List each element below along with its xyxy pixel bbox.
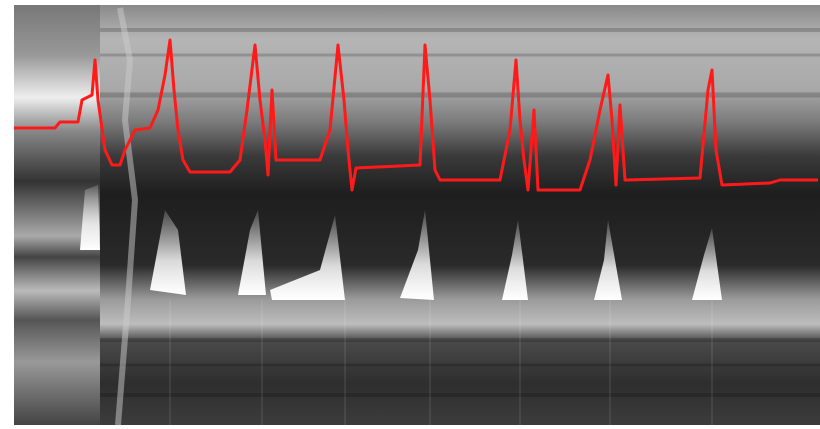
page	[0, 0, 820, 429]
m-mode-image	[0, 0, 820, 429]
